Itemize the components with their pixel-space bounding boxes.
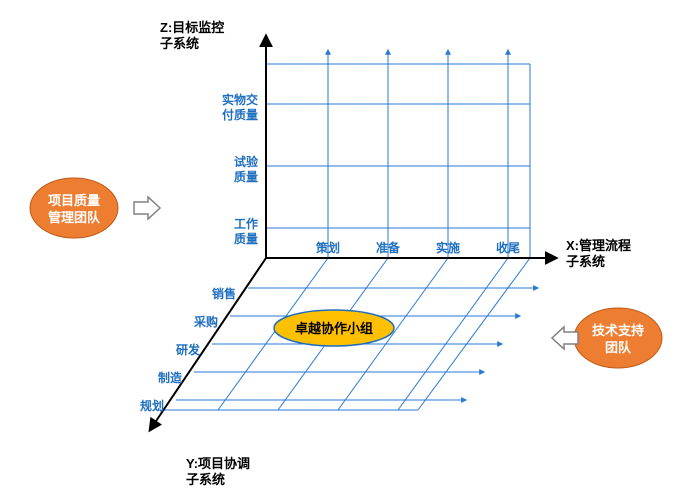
z-tick: 试验 — [234, 154, 259, 169]
tech-support-badge — [574, 308, 662, 368]
block-arrow — [134, 197, 160, 219]
svg-text:管理团队: 管理团队 — [48, 210, 101, 225]
svg-text:技术支持: 技术支持 — [592, 323, 644, 338]
svg-text:项目质量: 项目质量 — [48, 193, 100, 208]
y-tick: 采购 — [193, 314, 218, 329]
y-tick: 研发 — [176, 342, 201, 357]
x-tick: 收尾 — [496, 240, 520, 255]
svg-text:质量: 质量 — [234, 169, 258, 184]
x-axis-label: X:管理流程 — [566, 238, 631, 253]
svg-text:卓越协作小组: 卓越协作小组 — [295, 321, 373, 336]
z-tick: 实物交 — [222, 92, 258, 107]
svg-text:付质量: 付质量 — [222, 107, 258, 122]
y-tick: 制造 — [158, 370, 183, 385]
svg-text:子系统: 子系统 — [186, 472, 225, 487]
svg-text:子系统: 子系统 — [566, 254, 605, 269]
y-tick: 销售 — [212, 286, 236, 301]
x-tick: 实施 — [436, 240, 460, 255]
y-axis-label: Y:项目协调 — [186, 456, 250, 471]
x-tick: 准备 — [376, 240, 401, 255]
quality-team-badge — [30, 178, 118, 238]
z-axis-label: Z:目标监控 — [160, 20, 224, 35]
z-tick: 工作 — [234, 216, 258, 231]
x-tick: 策划 — [316, 240, 340, 255]
svg-text:子系统: 子系统 — [160, 36, 199, 51]
svg-text:质量: 质量 — [234, 231, 258, 246]
block-arrow — [552, 327, 578, 349]
svg-text:团队: 团队 — [605, 340, 632, 355]
y-tick: 规划 — [140, 398, 164, 413]
